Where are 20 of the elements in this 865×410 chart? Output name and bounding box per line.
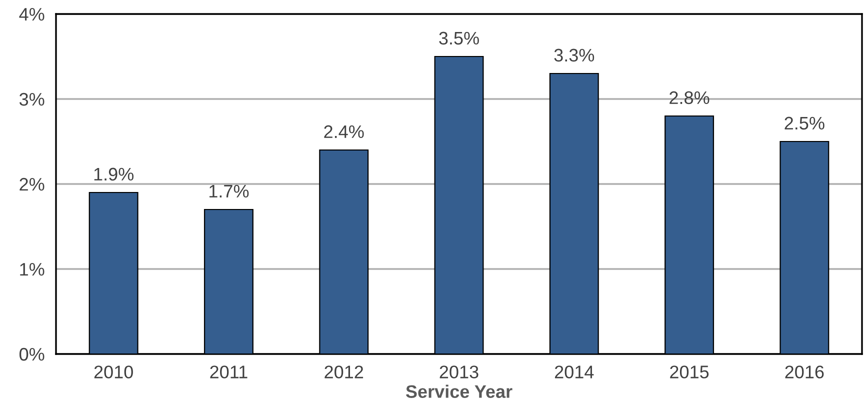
x-tick-label: 2016: [785, 366, 824, 378]
data-label: 3.5%: [439, 32, 479, 45]
data-label: 1.7%: [210, 184, 249, 198]
x-tick-label: 2010: [94, 366, 133, 378]
x-tick-label: 2015: [670, 366, 709, 378]
data-label: 2.8%: [670, 91, 710, 104]
data-label: 2.5%: [784, 116, 824, 130]
data-label: 1.9%: [94, 168, 134, 181]
y-tick-label: 2%: [20, 178, 44, 191]
y-tick-label: 4%: [19, 8, 44, 21]
x-tick-label: 2011: [210, 366, 248, 378]
y-tick-label: 0%: [20, 348, 44, 361]
x-tick-label: 2014: [554, 366, 594, 378]
y-tick-label: 1%: [20, 263, 44, 276]
y-tick-label: 3%: [19, 92, 44, 106]
x-axis-title: Service Year: [406, 384, 512, 398]
data-label: 2.4%: [324, 125, 364, 138]
data-label: 3.3%: [554, 48, 594, 62]
x-tick-label: 2012: [324, 366, 364, 378]
x-tick-label: 2013: [440, 366, 478, 378]
